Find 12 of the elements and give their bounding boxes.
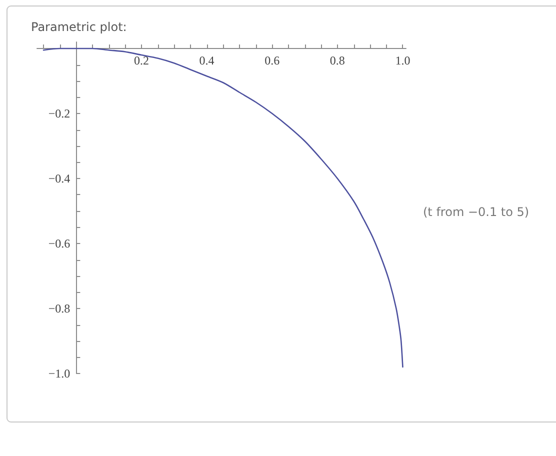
x-tick-label: 0.6 — [264, 54, 280, 68]
x-tick-label: 1.0 — [395, 54, 410, 68]
y-tick-label: −1.0 — [48, 366, 70, 380]
x-tick-label: 0.2 — [134, 54, 149, 68]
y-tick-label: −0.2 — [48, 106, 70, 120]
y-tick-label: −0.4 — [48, 172, 70, 186]
x-tick-label: 0.4 — [199, 54, 214, 68]
x-tick-label: 0.8 — [330, 54, 345, 68]
chart-title: Parametric plot: — [31, 20, 127, 34]
text: (t from −0.1 to 5) — [423, 205, 530, 219]
y-tick-label: −0.8 — [48, 302, 70, 316]
y-tick-label: −0.6 — [48, 236, 70, 250]
